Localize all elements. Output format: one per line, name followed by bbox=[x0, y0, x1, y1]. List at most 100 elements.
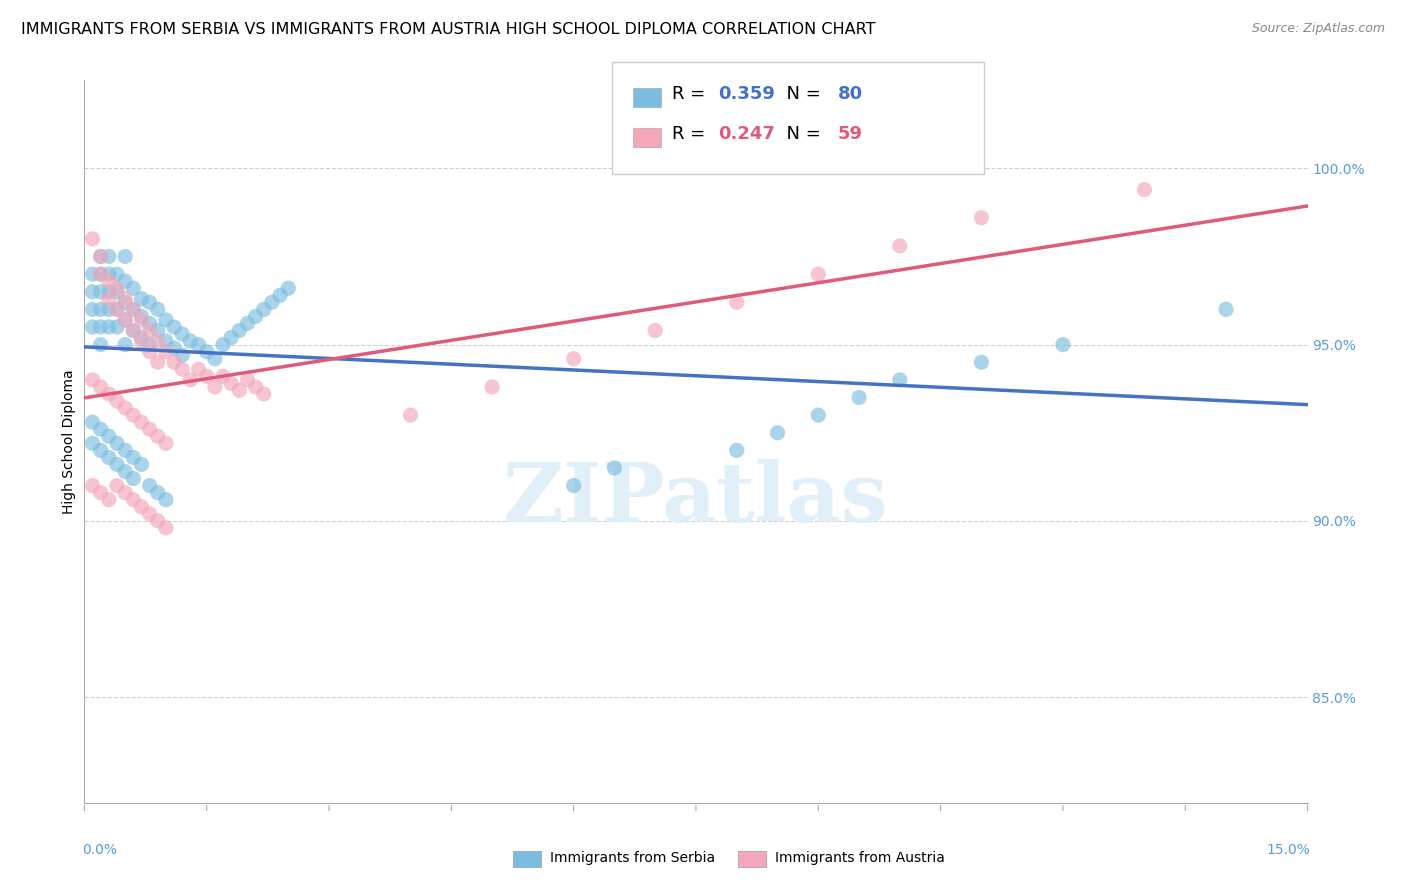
Point bbox=[114, 485, 136, 500]
Point bbox=[82, 478, 104, 492]
Point bbox=[138, 324, 160, 338]
Point bbox=[90, 285, 112, 299]
Point bbox=[172, 348, 194, 362]
Point bbox=[138, 478, 160, 492]
Point bbox=[90, 422, 112, 436]
Point bbox=[138, 344, 160, 359]
Point bbox=[114, 465, 136, 479]
Point bbox=[122, 450, 145, 465]
Text: 59: 59 bbox=[838, 125, 863, 143]
Point bbox=[114, 274, 136, 288]
Point bbox=[179, 334, 201, 348]
Point bbox=[146, 324, 169, 338]
Point bbox=[82, 373, 104, 387]
Point bbox=[138, 507, 160, 521]
Point bbox=[131, 330, 153, 344]
Point bbox=[114, 313, 136, 327]
Point bbox=[481, 380, 503, 394]
Point bbox=[562, 478, 585, 492]
Point bbox=[82, 436, 104, 450]
Point bbox=[138, 337, 160, 351]
Point bbox=[212, 369, 235, 384]
Point bbox=[172, 362, 194, 376]
Point bbox=[122, 492, 145, 507]
Point bbox=[90, 302, 112, 317]
Point bbox=[187, 362, 209, 376]
Text: Immigrants from Austria: Immigrants from Austria bbox=[775, 851, 945, 865]
Point bbox=[163, 355, 186, 369]
Point bbox=[970, 355, 993, 369]
Text: 0.0%: 0.0% bbox=[82, 843, 117, 856]
Point bbox=[97, 450, 120, 465]
Point bbox=[236, 317, 259, 331]
Point bbox=[122, 324, 145, 338]
Point bbox=[131, 292, 153, 306]
Point bbox=[131, 313, 153, 327]
Point bbox=[889, 239, 911, 253]
Point bbox=[848, 391, 870, 405]
Point bbox=[105, 320, 128, 334]
Point bbox=[889, 373, 911, 387]
Point bbox=[90, 267, 112, 281]
Point bbox=[97, 285, 120, 299]
Point bbox=[122, 302, 145, 317]
Point bbox=[269, 288, 291, 302]
Point bbox=[146, 485, 169, 500]
Point bbox=[82, 302, 104, 317]
Point bbox=[82, 285, 104, 299]
Point bbox=[114, 250, 136, 264]
Point bbox=[97, 429, 120, 443]
Point bbox=[90, 380, 112, 394]
Point bbox=[155, 334, 177, 348]
Point bbox=[97, 387, 120, 401]
Point bbox=[204, 351, 226, 366]
Point bbox=[97, 250, 120, 264]
Point bbox=[97, 320, 120, 334]
Text: 80: 80 bbox=[838, 85, 863, 103]
Point bbox=[195, 344, 218, 359]
Point bbox=[277, 281, 299, 295]
Point bbox=[105, 436, 128, 450]
Point bbox=[105, 302, 128, 317]
Point bbox=[114, 292, 136, 306]
Point bbox=[219, 330, 242, 344]
Point bbox=[97, 492, 120, 507]
Point bbox=[114, 337, 136, 351]
Point bbox=[1215, 302, 1237, 317]
Point bbox=[766, 425, 789, 440]
Point bbox=[97, 274, 120, 288]
Point bbox=[122, 281, 145, 295]
Point bbox=[725, 295, 748, 310]
Text: IMMIGRANTS FROM SERBIA VS IMMIGRANTS FROM AUSTRIA HIGH SCHOOL DIPLOMA CORRELATIO: IMMIGRANTS FROM SERBIA VS IMMIGRANTS FRO… bbox=[21, 22, 876, 37]
Point bbox=[253, 387, 276, 401]
Point bbox=[253, 302, 276, 317]
Point bbox=[179, 373, 201, 387]
Point bbox=[97, 267, 120, 281]
Point bbox=[155, 521, 177, 535]
Point bbox=[1052, 337, 1074, 351]
Point bbox=[725, 443, 748, 458]
Text: Source: ZipAtlas.com: Source: ZipAtlas.com bbox=[1251, 22, 1385, 36]
Text: ZIPatlas: ZIPatlas bbox=[503, 459, 889, 540]
Point bbox=[562, 351, 585, 366]
Point bbox=[114, 295, 136, 310]
Point bbox=[114, 443, 136, 458]
Point bbox=[155, 492, 177, 507]
Point bbox=[90, 443, 112, 458]
Point bbox=[146, 355, 169, 369]
Point bbox=[146, 429, 169, 443]
Point bbox=[90, 250, 112, 264]
Point bbox=[260, 295, 283, 310]
Point bbox=[138, 295, 160, 310]
Point bbox=[644, 324, 666, 338]
Text: 0.247: 0.247 bbox=[718, 125, 775, 143]
Point bbox=[155, 344, 177, 359]
Point bbox=[807, 267, 830, 281]
Point bbox=[131, 458, 153, 472]
Point bbox=[1133, 182, 1156, 196]
Point bbox=[172, 326, 194, 341]
Point bbox=[131, 500, 153, 514]
Point bbox=[228, 384, 250, 398]
Point bbox=[807, 408, 830, 422]
Point bbox=[90, 320, 112, 334]
